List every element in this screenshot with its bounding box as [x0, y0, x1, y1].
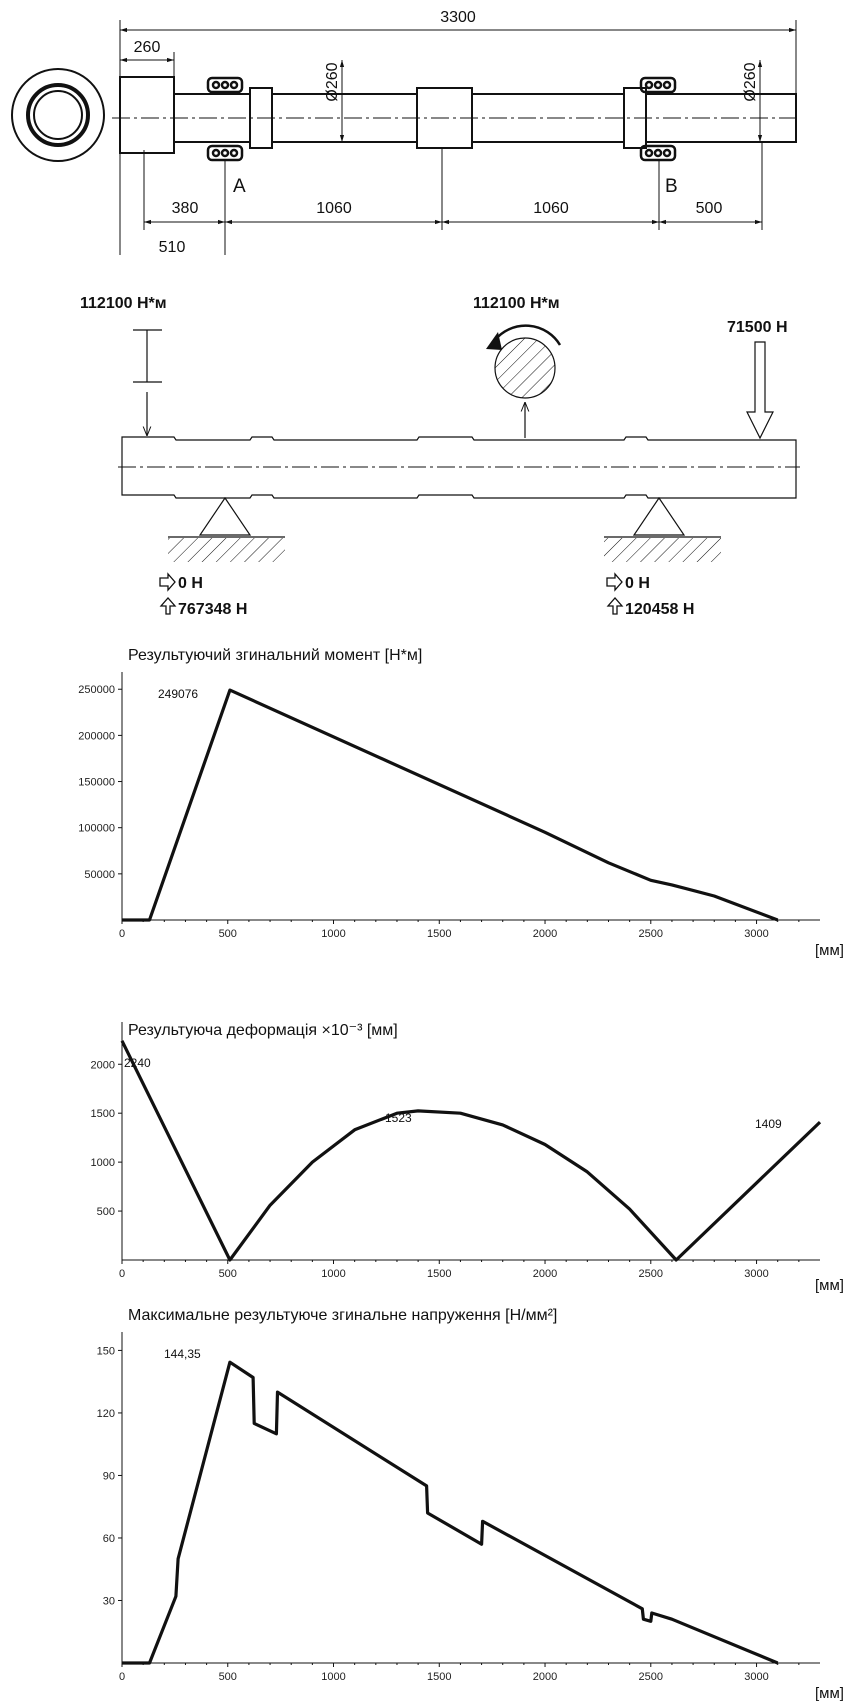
y-tick-label: 150	[97, 1345, 115, 1357]
x-tick-label: 3000	[744, 928, 768, 940]
x-tick-label: 3000	[744, 1671, 768, 1683]
bearing-a-icon	[206, 76, 244, 162]
dim-500-label: 500	[696, 200, 723, 217]
annotation-end: 1409	[755, 1117, 782, 1131]
x-tick-label: 500	[219, 1671, 237, 1683]
moment-mid-label: 112100 Н*м	[473, 295, 560, 312]
y-tick-label: 1000	[91, 1157, 115, 1169]
dim-1060b-label: 1060	[533, 200, 569, 217]
dim-total-label: 3300	[440, 9, 476, 26]
x-tick-label: 2500	[639, 1268, 663, 1280]
peak-annotation: 249076	[158, 687, 198, 701]
reaction-a-horizontal-label: 0 Н	[178, 575, 203, 592]
chart-title-text: Результуюча деформація ×10⁻³ [мм]	[128, 1022, 398, 1039]
chart-title: Максимальне результуюче згинальне напруж…	[128, 1307, 557, 1324]
dim-1060a-label: 1060	[316, 200, 352, 217]
end-view-icon	[11, 68, 105, 162]
shaft-drawing: 3300 260 Ø260 Ø260 380 1060 1060 500 510…	[11, 9, 800, 255]
reaction-a-vertical-label: 767348 Н	[178, 601, 247, 618]
y-tick-label: 30	[103, 1595, 115, 1607]
support-a-icon	[168, 496, 285, 562]
x-axis-unit-label: [мм]	[815, 1277, 844, 1294]
x-tick-label: 3000	[744, 1268, 768, 1280]
load-scheme: 112100 Н*м 112100 Н*м 71500 Н 0 Н 767348…	[80, 295, 800, 618]
y-tick-label: 120	[97, 1408, 115, 1420]
reaction-b-vertical-label: 120458 Н	[625, 601, 694, 618]
dim-diameter-left-label: Ø260	[324, 62, 341, 101]
x-tick-label: 1500	[427, 928, 451, 940]
dim-collar-label: 260	[134, 39, 161, 56]
chart-deformation: Результуюча деформація ×10⁻³ [мм] 0 500 10…	[91, 1022, 844, 1294]
moment-rotation-icon	[486, 324, 562, 438]
x-tick-label: 2500	[639, 928, 663, 940]
y-tick-label: 2000	[91, 1059, 115, 1071]
dim-380-label: 380	[172, 200, 199, 217]
series-line	[122, 1360, 779, 1665]
annotation-peak: 1523	[385, 1111, 412, 1125]
reaction-a-arrows-icon	[159, 572, 177, 615]
x-tick-label: 2500	[639, 1671, 663, 1683]
dim-510-label: 510	[159, 239, 186, 255]
chart-title: Результуюча деформація ×10⁻³ [мм]	[128, 1022, 398, 1039]
shaft-outline	[119, 76, 797, 154]
x-tick-label: 500	[219, 1268, 237, 1280]
x-axis-unit-label: [мм]	[815, 1685, 844, 1702]
x-tick-label: 0	[119, 1268, 125, 1280]
y-tick-label: 250000	[78, 684, 115, 696]
chart-bending-moment: Результуючий згинальний момент [Н*м] 0 50…	[78, 647, 844, 959]
x-tick-label: 2000	[533, 928, 557, 940]
y-tick-label: 200000	[78, 730, 115, 742]
x-tick-label: 500	[219, 928, 237, 940]
x-tick-label: 1000	[321, 1671, 345, 1683]
chart-title: Результуючий згинальний момент [Н*м]	[128, 647, 422, 664]
moment-left-label: 112100 Н*м	[80, 295, 167, 312]
reaction-b-horizontal-label: 0 Н	[625, 575, 650, 592]
y-tick-label: 500	[97, 1206, 115, 1218]
x-tick-label: 1500	[427, 1671, 451, 1683]
y-tick-label: 90	[103, 1470, 115, 1482]
support-b-label: B	[665, 176, 678, 197]
moment-left-icon	[133, 329, 162, 436]
force-right-arrow-icon	[746, 341, 774, 440]
x-tick-label: 1000	[321, 928, 345, 940]
force-right-label: 71500 Н	[727, 319, 788, 336]
annotation-start: 2240	[124, 1056, 151, 1070]
chart-bending-stress: Максимальне результуюче згинальне напруж…	[97, 1307, 844, 1702]
bearing-b-icon	[639, 76, 677, 162]
support-b-icon	[604, 496, 721, 562]
peak-annotation: 144,35	[164, 1347, 201, 1361]
x-axis-unit-label: [мм]	[815, 942, 844, 959]
x-tick-label: 0	[119, 928, 125, 940]
y-tick-label: 60	[103, 1533, 115, 1545]
series-line	[120, 1040, 822, 1262]
y-tick-label: 50000	[84, 869, 115, 881]
reaction-b-arrows-icon	[606, 572, 624, 615]
series-line	[122, 688, 779, 922]
dim-diameter-right-label: Ø260	[742, 62, 759, 101]
x-tick-label: 2000	[533, 1671, 557, 1683]
x-tick-label: 1500	[427, 1268, 451, 1280]
x-tick-label: 2000	[533, 1268, 557, 1280]
y-tick-label: 150000	[78, 777, 115, 789]
support-a-label: A	[233, 176, 246, 197]
x-tick-label: 0	[119, 1671, 125, 1683]
y-tick-label: 1500	[91, 1108, 115, 1120]
x-tick-label: 1000	[321, 1268, 345, 1280]
y-tick-label: 100000	[78, 823, 115, 835]
beam-outline	[121, 436, 797, 499]
